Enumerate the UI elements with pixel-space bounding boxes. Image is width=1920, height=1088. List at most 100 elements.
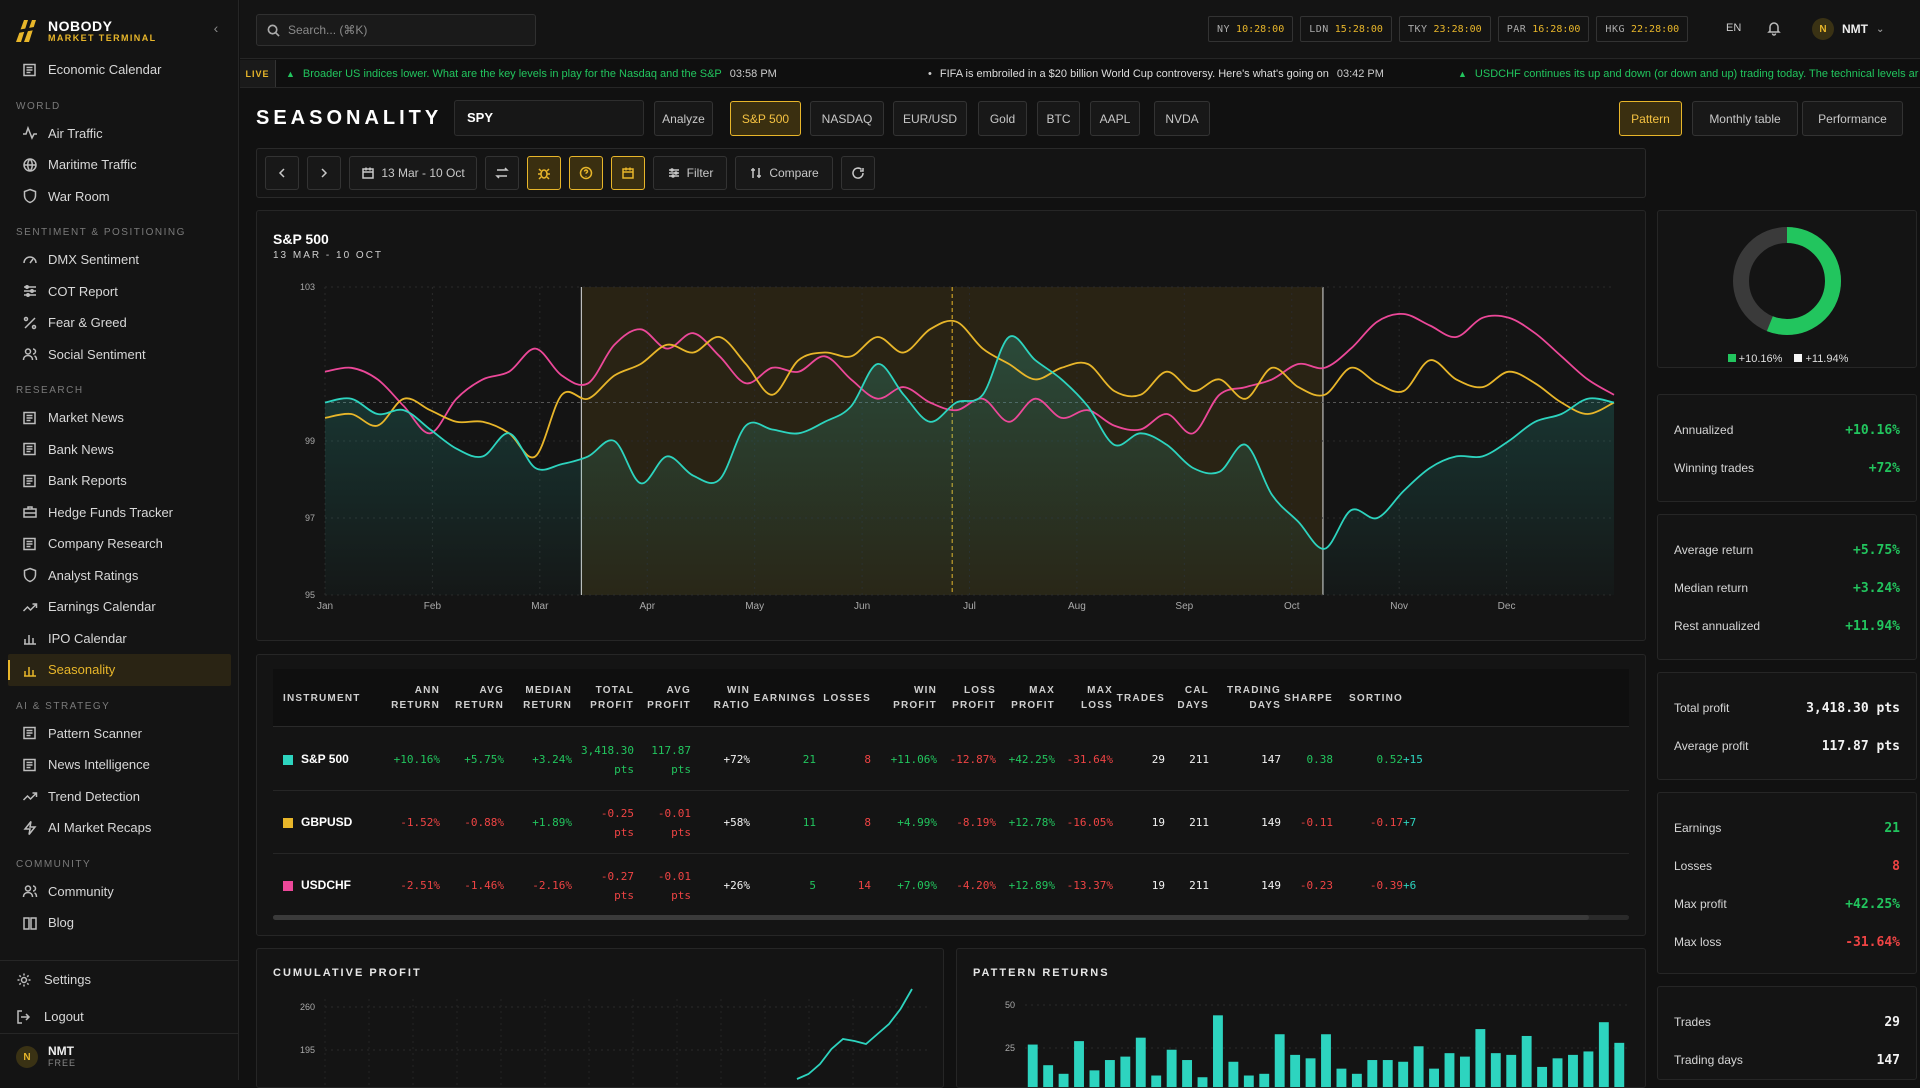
pattern-bar[interactable] xyxy=(1351,1073,1362,1087)
tab-nasdaq[interactable]: NASDAQ xyxy=(810,101,884,136)
logout-link[interactable]: Logout xyxy=(0,998,239,1035)
pattern-bar[interactable] xyxy=(1444,1053,1455,1087)
pattern-bar[interactable] xyxy=(1228,1061,1239,1087)
sidebar-item-air-traffic[interactable]: Air Traffic xyxy=(0,118,239,150)
filter-button[interactable]: Filter xyxy=(653,156,727,190)
sidebar-item-social-sentiment[interactable]: Social Sentiment xyxy=(0,339,239,371)
pattern-bar[interactable] xyxy=(1182,1060,1193,1087)
pattern-bar[interactable] xyxy=(1614,1042,1625,1087)
series-line-gbpusd[interactable] xyxy=(324,319,1615,459)
pattern-bar[interactable] xyxy=(1521,1035,1532,1087)
pattern-bar[interactable] xyxy=(1568,1054,1578,1087)
scrollbar-thumb[interactable] xyxy=(273,915,1589,920)
ticker-item[interactable]: ▲ Broader US indices lower. What are the… xyxy=(286,60,777,87)
sidebar-item-trend-detection[interactable]: Trend Detection xyxy=(0,781,239,813)
pattern-bar[interactable] xyxy=(1336,1068,1347,1087)
column-header[interactable]: TOTAL PROFIT xyxy=(590,685,634,711)
column-header[interactable]: LOSS PROFIT xyxy=(952,685,996,711)
pattern-bar[interactable] xyxy=(1089,1070,1100,1087)
pattern-bar[interactable] xyxy=(1598,1022,1609,1087)
swap-button[interactable] xyxy=(485,156,519,190)
series-line-s-p-500[interactable] xyxy=(324,335,1615,550)
pattern-bar[interactable] xyxy=(1413,1046,1424,1087)
column-header[interactable]: SHARPE xyxy=(1284,692,1333,704)
pattern-bar[interactable] xyxy=(1475,1029,1486,1087)
sidebar-item-fear-greed[interactable]: Fear & Greed xyxy=(0,307,239,339)
pattern-returns-chart[interactable]: 50 25 xyxy=(957,949,1645,1087)
column-header[interactable]: TRADES xyxy=(1116,692,1165,704)
calendar-toggle[interactable] xyxy=(611,156,645,190)
column-header[interactable]: EARNINGS xyxy=(753,692,816,704)
instrument-cell[interactable]: GBPUSD xyxy=(283,791,383,854)
sidebar-item-market-news[interactable]: Market News xyxy=(0,402,239,434)
column-header[interactable]: CAL DAYS xyxy=(1177,685,1209,711)
pattern-bar[interactable] xyxy=(1197,1077,1208,1087)
column-header[interactable] xyxy=(1403,669,1443,727)
tab-eurusd[interactable]: EUR/USD xyxy=(893,101,967,136)
tab-btc[interactable]: BTC xyxy=(1037,101,1080,136)
pattern-bar[interactable] xyxy=(1274,1034,1285,1087)
sidebar-item-cot-report[interactable]: COT Report xyxy=(0,276,239,308)
table-row[interactable]: S&P 500 +10.16% +5.75% +3.24% 3,418.30 pts 11… xyxy=(273,728,1629,791)
pattern-bar[interactable] xyxy=(1259,1073,1270,1087)
donut-segment[interactable] xyxy=(1733,227,1841,335)
column-header[interactable]: INSTRUMENT xyxy=(283,692,361,704)
view-pattern[interactable]: Pattern xyxy=(1619,101,1682,136)
column-header[interactable]: TRADING DAYS xyxy=(1227,685,1281,711)
language-selector[interactable]: EN xyxy=(1726,22,1742,34)
pattern-bar[interactable] xyxy=(1490,1053,1501,1087)
compare-button[interactable]: Compare xyxy=(735,156,833,190)
pattern-bar[interactable] xyxy=(1166,1049,1177,1087)
sidebar-item-hedge-funds-tracker[interactable]: Hedge Funds Tracker xyxy=(0,497,239,529)
sidebar-item-maritime-traffic[interactable]: Maritime Traffic xyxy=(0,149,239,181)
ticker-item[interactable]: • FIFA is embroiled in a $20 billion Wor… xyxy=(928,60,1384,87)
pattern-bar[interactable] xyxy=(1537,1066,1548,1087)
sidebar-item-war-room[interactable]: War Room xyxy=(0,181,239,213)
pattern-bar[interactable] xyxy=(1583,1051,1594,1087)
column-header[interactable]: LOSSES xyxy=(823,692,871,704)
pattern-bar[interactable] xyxy=(1459,1056,1470,1087)
column-header[interactable]: SORTINO xyxy=(1349,692,1403,704)
pattern-bar[interactable] xyxy=(1058,1073,1069,1087)
sidebar-item-community[interactable]: Community xyxy=(0,876,239,908)
settings-link[interactable]: Settings xyxy=(0,961,239,998)
pattern-bar[interactable] xyxy=(1382,1060,1393,1087)
sidebar-item-ipo-calendar[interactable]: IPO Calendar xyxy=(0,623,239,655)
sidebar-item-ai-market-recaps[interactable]: AI Market Recaps xyxy=(0,812,239,844)
pattern-bar[interactable] xyxy=(1321,1034,1331,1087)
collapse-sidebar-icon[interactable]: ‹ xyxy=(213,20,219,36)
sidebar-item-blog[interactable]: Blog xyxy=(0,907,239,939)
view-monthly-table[interactable]: Monthly table xyxy=(1692,101,1798,136)
ticker-item[interactable]: ▲ USDCHF continues its up and down (or d… xyxy=(1458,60,1918,87)
tab-aapl[interactable]: AAPL xyxy=(1090,101,1140,136)
series-line-usdchf[interactable] xyxy=(324,312,1615,435)
pattern-bar[interactable] xyxy=(1043,1065,1054,1087)
sidebar-item-bank-reports[interactable]: Bank Reports xyxy=(0,465,239,497)
pattern-bar[interactable] xyxy=(1135,1037,1146,1087)
brand-logo[interactable]: NOBODY MARKET TERMINAL xyxy=(14,14,157,48)
pattern-bar[interactable] xyxy=(1305,1058,1316,1087)
sidebar-item-analyst-ratings[interactable]: Analyst Ratings xyxy=(0,560,239,592)
tab-nvda[interactable]: NVDA xyxy=(1154,101,1210,136)
column-header[interactable]: MEDIAN RETURN xyxy=(523,685,572,711)
pattern-bar[interactable] xyxy=(1120,1056,1131,1087)
sidebar-item-pattern-scanner[interactable]: Pattern Scanner xyxy=(0,718,239,750)
pattern-bar[interactable] xyxy=(1552,1058,1563,1087)
date-range-button[interactable]: 13 Mar - 10 Oct xyxy=(349,156,477,190)
column-header[interactable]: MAX LOSS xyxy=(1080,685,1113,711)
column-header[interactable]: WIN PROFIT xyxy=(893,685,937,711)
column-header[interactable]: WIN RATIO xyxy=(713,685,750,711)
tab-gold[interactable]: Gold xyxy=(978,101,1027,136)
sidebar-item-earnings-calendar[interactable]: Earnings Calendar xyxy=(0,591,239,623)
cumulative-line[interactable] xyxy=(796,988,913,1080)
pattern-bar[interactable] xyxy=(1213,1015,1223,1087)
sidebar-item-dmx-sentiment[interactable]: DMX Sentiment xyxy=(0,244,239,276)
refresh-button[interactable] xyxy=(841,156,875,190)
pattern-bar[interactable] xyxy=(1027,1044,1038,1087)
pattern-bar[interactable] xyxy=(1367,1060,1378,1087)
sidebar-item-bank-news[interactable]: Bank News xyxy=(0,434,239,466)
pattern-bar[interactable] xyxy=(1151,1075,1162,1087)
pattern-bar[interactable] xyxy=(1074,1041,1084,1087)
pattern-bar[interactable] xyxy=(1398,1061,1409,1087)
symbol-input[interactable]: SPY xyxy=(454,100,644,136)
